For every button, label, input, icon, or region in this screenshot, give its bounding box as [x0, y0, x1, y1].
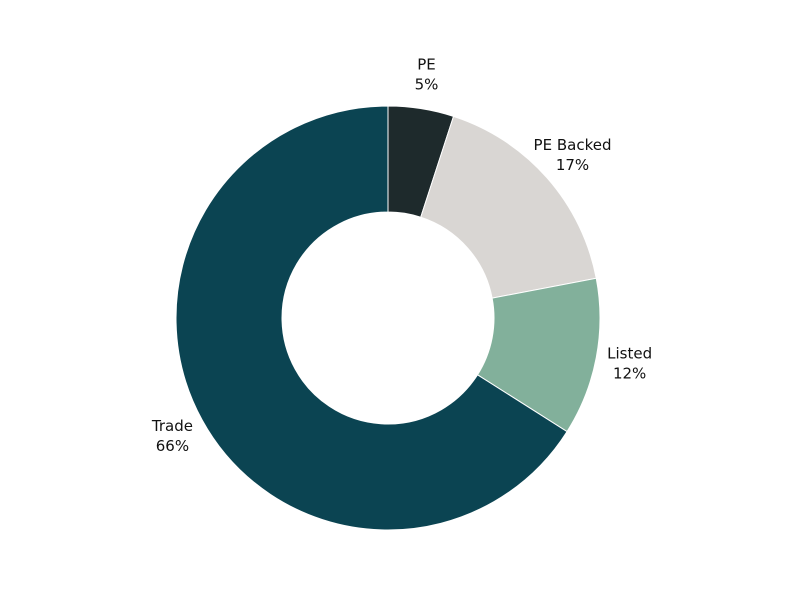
slice-label: PE Backed: [534, 136, 612, 154]
donut-slice: [175, 105, 568, 531]
slice-label: PE: [417, 56, 436, 74]
slice-label: Listed: [607, 345, 652, 363]
slice-value-label: 17%: [556, 156, 589, 174]
slice-label: Trade: [151, 417, 193, 435]
slice-value-label: 5%: [415, 76, 439, 94]
slice-value-label: 12%: [613, 365, 646, 383]
donut-slice: [420, 115, 597, 299]
slice-value-label: 66%: [156, 437, 189, 455]
